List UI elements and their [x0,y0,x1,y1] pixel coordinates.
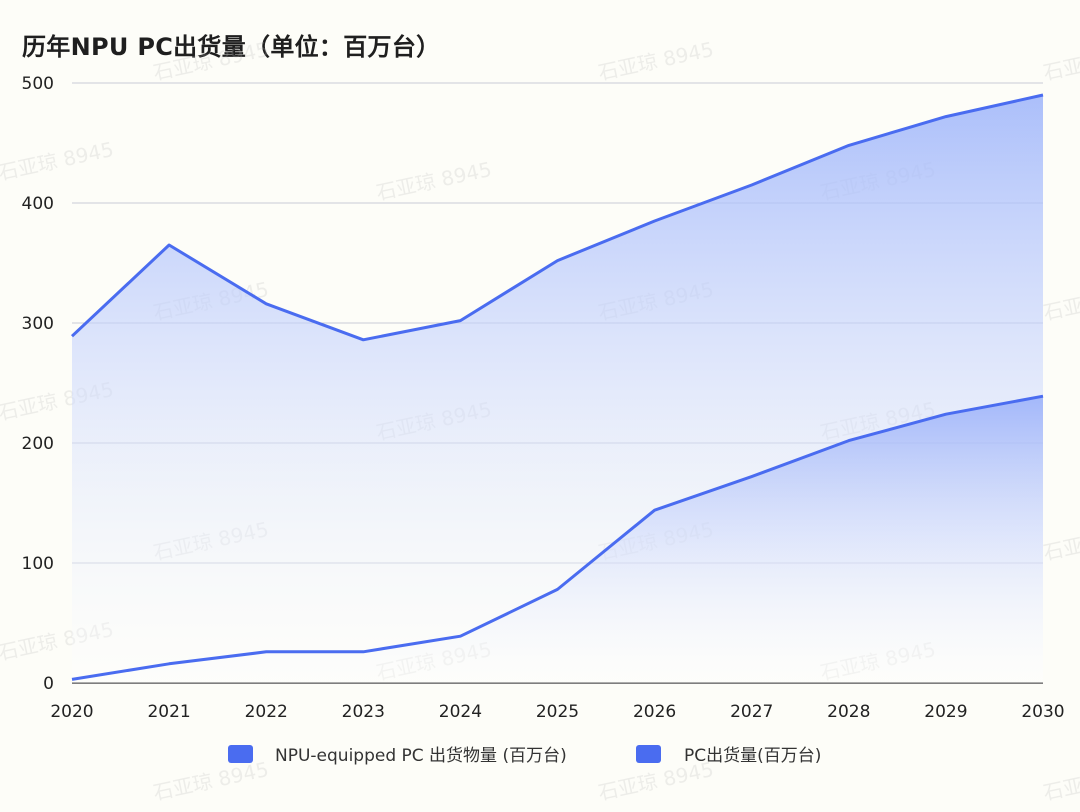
chart-title: 历年NPU PC出货量（单位：百万台） [22,33,441,61]
x-tick-label: 2026 [633,702,676,722]
npu-pc-area [72,396,1043,683]
x-tick-label: 2021 [147,702,190,722]
y-tick-label: 100 [22,554,54,574]
watermark-text: 石亚琼 8945 [596,37,716,85]
y-tick-label: 300 [22,314,54,334]
x-tick-label: 2022 [245,702,288,722]
y-tick-label: 500 [22,74,54,94]
y-tick-label: 0 [43,674,54,694]
legend-label: PC出货量(百万台) [684,746,821,766]
x-tick-label: 2030 [1021,702,1064,722]
x-tick-label: 2024 [439,702,482,722]
x-tick-label: 2020 [50,702,93,722]
watermark-text: 石亚琼 8945 [1041,277,1080,325]
watermark-text: 石亚琼 8945 [374,157,494,205]
watermark-text: 石亚琼 8945 [151,757,271,805]
watermark-text: 石亚琼 8945 [0,137,116,185]
legend-label: NPU-equipped PC 出货物量 (百万台) [275,746,567,766]
watermark-text: 石亚琼 8945 [1041,37,1080,85]
watermark-text: 石亚琼 8945 [1041,517,1080,565]
y-tick-label: 400 [22,194,54,214]
npu-pc-line [71,394,1044,681]
watermark-text: 石亚琼 8945 [1041,757,1080,805]
pc-shipment-line [70,93,1044,342]
legend-swatch [636,745,661,763]
watermark-text: 石亚琼 8945 [151,37,271,85]
x-tick-label: 2023 [342,702,385,722]
x-tick-label: 2028 [827,702,870,722]
x-tick-label: 2029 [924,702,967,722]
x-tick-label: 2027 [730,702,773,722]
legend-swatch [228,745,253,763]
x-tick-label: 2025 [536,702,579,722]
y-tick-label: 200 [22,434,54,454]
